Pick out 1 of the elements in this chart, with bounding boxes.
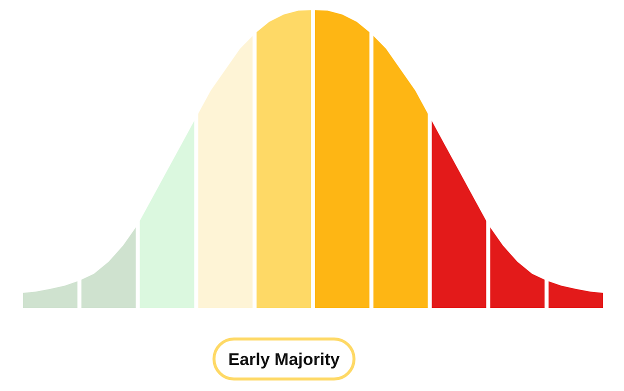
- text: Early Majority: [228, 350, 340, 369]
